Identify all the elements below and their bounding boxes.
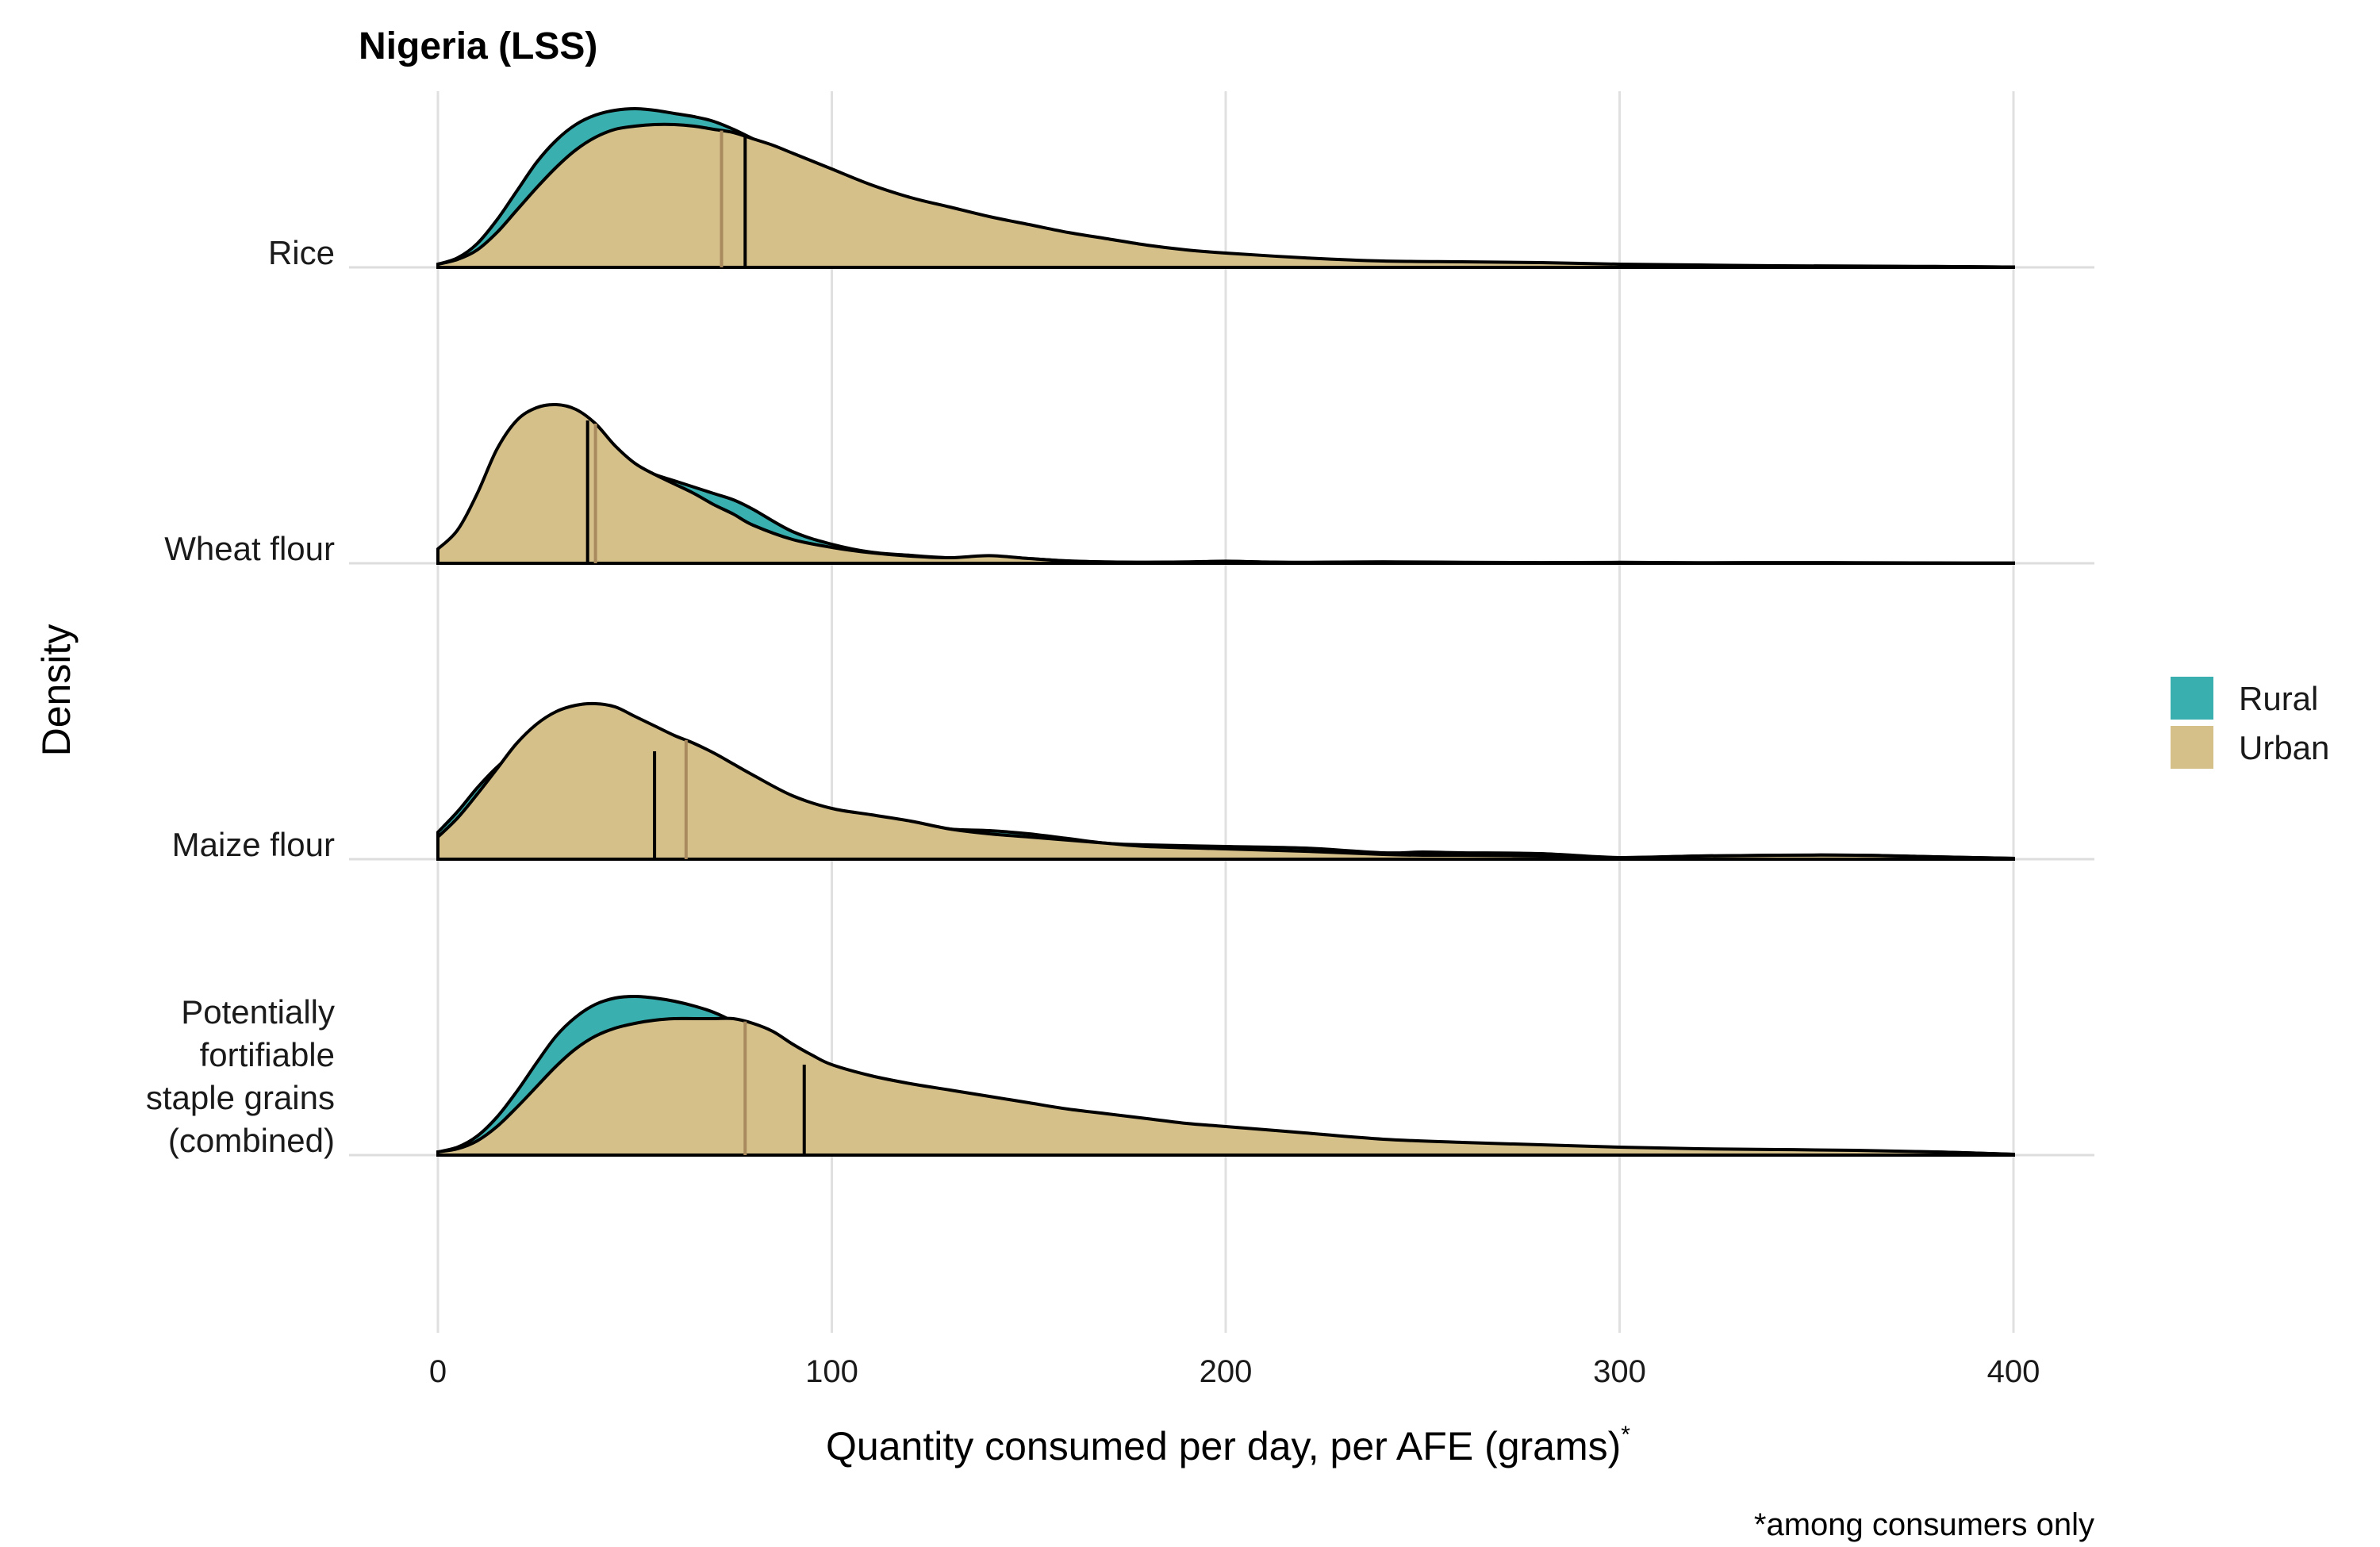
density-area-urban-2 [436, 701, 2015, 861]
x-axis-title-text: Quantity consumed per day, per AFE (gram… [826, 1424, 1621, 1468]
category-label-line: fortifiable [200, 1036, 335, 1073]
ridge-0 [436, 106, 2015, 269]
category-label-line: staple grains [146, 1079, 335, 1116]
category-label-line: Wheat flour [164, 530, 335, 567]
x-tick-label-400: 400 [1987, 1354, 2040, 1389]
ridge-2 [436, 701, 2015, 861]
category-label-line: Rice [268, 234, 335, 271]
category-label-0: Rice [268, 234, 335, 271]
x-tick-label-100: 100 [805, 1354, 858, 1389]
x-tick-label-0: 0 [429, 1354, 447, 1389]
y-axis-title: Density [34, 624, 79, 757]
legend: Rural Urban [2171, 677, 2329, 769]
legend-label-rural: Rural [2239, 680, 2318, 717]
category-label-line: (combined) [168, 1122, 335, 1159]
chart-title: Nigeria (LSS) [359, 25, 597, 67]
x-axis-title-superscript: * [1621, 1422, 1630, 1448]
legend-swatch-urban [2171, 726, 2213, 769]
density-area-urban-3 [436, 1016, 2015, 1157]
ridge-1 [436, 402, 2015, 565]
x-tick-labels: 0 100 200 300 400 [429, 1354, 2040, 1389]
ridge-layer [436, 106, 2015, 1157]
density-area-urban-0 [436, 122, 2015, 269]
legend-swatch-rural [2171, 677, 2213, 720]
caption: *among consumers only [1754, 1507, 2094, 1542]
x-tick-label-200: 200 [1200, 1354, 1253, 1389]
category-label-line: Maize flour [172, 826, 335, 863]
category-label-2: Maize flour [172, 826, 335, 863]
legend-label-urban: Urban [2239, 729, 2329, 766]
ridge-3 [436, 994, 2015, 1157]
x-tick-label-300: 300 [1593, 1354, 1646, 1389]
category-label-1: Wheat flour [164, 530, 335, 567]
category-label-3: Potentially fortifiable staple grains (comb… [146, 993, 335, 1159]
category-label-line: Potentially [181, 993, 335, 1031]
category-labels: Rice Wheat flour Maize flour Potentially for… [146, 234, 335, 1159]
x-axis-title: Quantity consumed per day, per AFE (gram… [826, 1422, 1630, 1468]
